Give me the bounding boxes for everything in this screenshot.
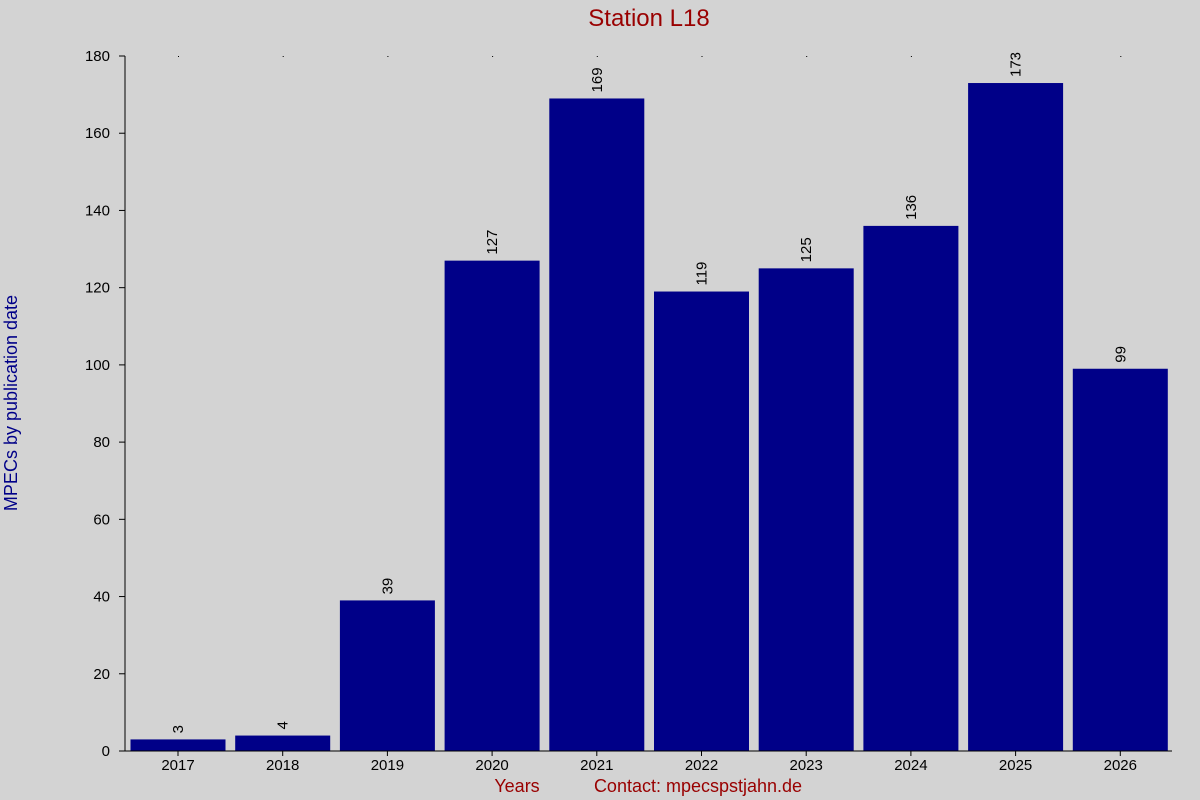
y-axis-ticks: 0 20 40 60 80 100 120 140 160 180: [85, 48, 125, 760]
bar-2023: [758, 268, 854, 751]
x-axis-ticks: 2017 2018 2019 2020 2021 2022 2023 2024 2025 2026: [161, 751, 1137, 774]
x-tick-label-2024: 2024: [894, 757, 927, 774]
bar-2024: [863, 225, 959, 751]
top-tick-2021: [596, 56, 598, 57]
y-axis-label: MPECs by publication date: [1, 295, 21, 511]
x-tick-label-2017: 2017: [161, 757, 194, 774]
bar-2025: [968, 83, 1064, 752]
top-tick-2020: [492, 56, 494, 57]
contact-label: Contact: mpecspstjahn.de: [594, 776, 802, 796]
y-tick-label-0: 0: [102, 743, 110, 760]
data-label-2023: 125: [798, 237, 815, 262]
y-tick-label-100: 100: [85, 357, 110, 374]
data-label-2017: 3: [170, 725, 187, 733]
bar-2017: [130, 739, 226, 751]
data-label-2020: 127: [484, 230, 501, 255]
x-tick-label-2018: 2018: [266, 757, 299, 774]
top-tick-2026: [1120, 56, 1122, 57]
y-tick-label-140: 140: [85, 202, 110, 219]
y-tick-label-60: 60: [93, 511, 110, 528]
y-tick-label-120: 120: [85, 280, 110, 297]
chart-title: Station L18: [588, 5, 709, 32]
x-axis-label: Years: [494, 776, 539, 796]
top-tick-2017: [178, 56, 179, 57]
data-label-2025: 173: [1008, 52, 1025, 77]
x-tick-label-2022: 2022: [685, 757, 718, 774]
x-tick-label-2021: 2021: [580, 757, 613, 774]
y-tick-label-80: 80: [93, 434, 110, 451]
top-tick-2025: [1015, 56, 1017, 57]
top-tick-2023: [806, 56, 808, 57]
bar-series: [130, 83, 1168, 752]
y-tick-label-180: 180: [85, 48, 110, 65]
bar-2018: [235, 735, 331, 751]
bar-2021: [549, 98, 645, 751]
y-tick-label-40: 40: [93, 589, 110, 606]
x-tick-label-2019: 2019: [371, 757, 404, 774]
bar-2026: [1072, 368, 1168, 751]
x-tick-label-2026: 2026: [1104, 757, 1137, 774]
bar-2022: [654, 291, 749, 751]
x-tick-label-2020: 2020: [475, 757, 508, 774]
top-tick-2022: [701, 56, 703, 57]
top-tick-marks: [178, 56, 1122, 57]
top-tick-2019: [387, 56, 389, 57]
top-tick-2024: [910, 56, 912, 57]
x-tick-label-2025: 2025: [999, 757, 1032, 774]
data-label-2024: 136: [903, 195, 920, 220]
x-tick-label-2023: 2023: [790, 757, 823, 774]
bar-2020: [444, 260, 540, 751]
data-label-2022: 119: [694, 262, 711, 286]
data-label-2019: 39: [379, 578, 396, 595]
y-tick-label-160: 160: [85, 125, 110, 142]
y-tick-label-20: 20: [93, 666, 110, 683]
data-label-2018: 4: [275, 721, 292, 729]
data-label-2021: 169: [589, 67, 606, 92]
top-tick-2018: [282, 56, 284, 57]
data-labels: 3 4 39 127 169 119 125 136 173 99: [170, 52, 1129, 733]
data-label-2026: 99: [1112, 346, 1129, 363]
bar-2019: [339, 600, 435, 751]
